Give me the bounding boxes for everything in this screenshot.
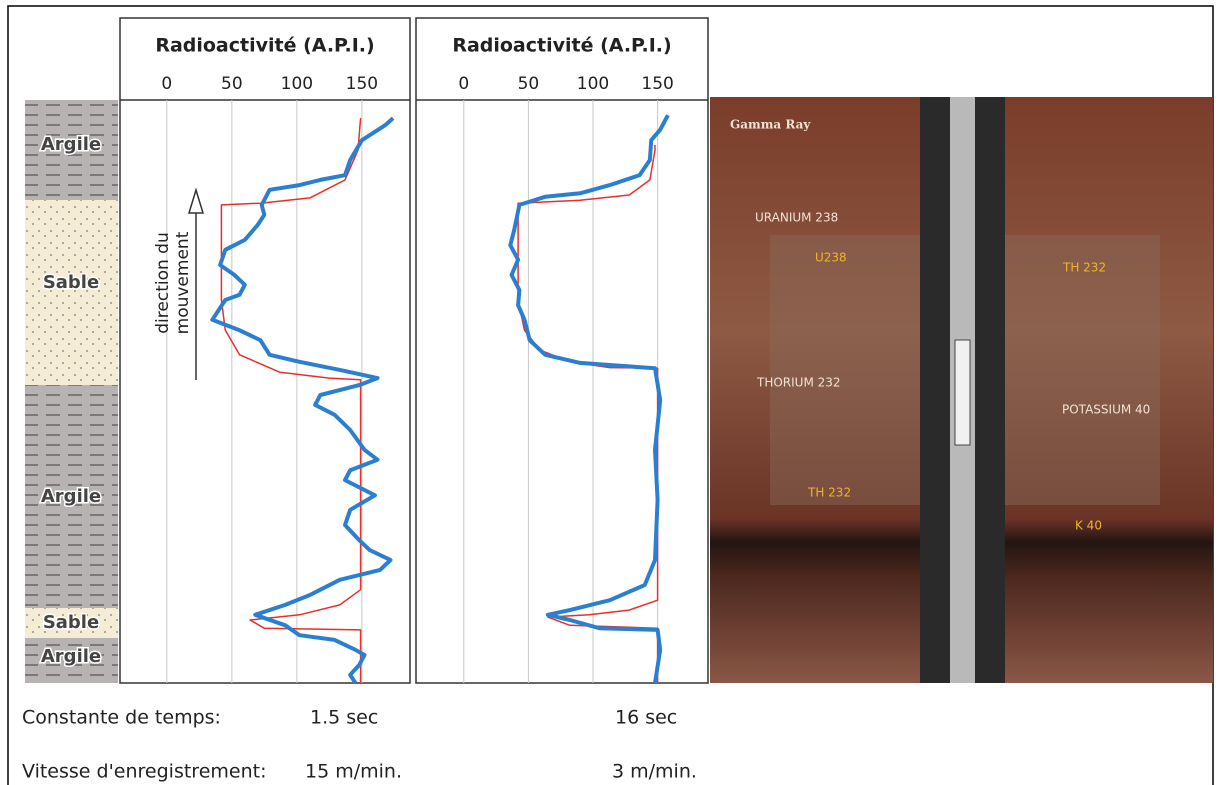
illustration-label: URANIUM 238 [755,211,838,225]
illustration-label: K 40 [1075,519,1102,533]
footer-label: Vitesse d'enregistrement: [22,761,267,783]
illustration-label: POTASSIUM 40 [1062,403,1150,417]
figure: Constante de temps: 1.5 sec 16 sec Vites… [0,0,1221,785]
illustration-label: U238 [815,251,847,265]
x-tick-label: 0 [161,74,172,94]
panel [770,235,920,505]
illustration [710,97,1213,683]
x-tick-label: 150 [346,74,378,94]
x-tick-label: 100 [281,74,313,94]
detector [955,340,970,445]
footer-value: 1.5 sec [310,707,378,729]
footer-value: 16 sec [615,707,677,729]
illustration-title: Gamma Ray [730,118,811,132]
track-frame [416,18,708,683]
annotation: direction du [153,232,173,333]
illustration-label: TH 232 [807,486,851,500]
x-tick-label: 150 [641,74,673,94]
footer-value: 3 m/min. [612,761,697,783]
lithology-label: Sable [43,612,99,633]
lithology-label: Sable [43,272,99,293]
panel [1005,235,1160,505]
annotation: mouvement [173,231,193,334]
illustration-label: TH 232 [1062,261,1106,275]
x-tick-label: 50 [518,74,540,94]
lithology-label: Argile [41,486,101,507]
track-title: Radioactivité (A.P.I.) [155,35,374,57]
x-tick-label: 50 [221,74,243,94]
footer-value: 15 m/min. [305,761,402,783]
x-tick-label: 100 [577,74,609,94]
footer-label: Constante de temps: [22,707,221,729]
illustration-label: THORIUM 232 [756,376,841,390]
lithology-label: Argile [41,646,101,667]
lithology-column [25,100,118,683]
lithology-label: Argile [41,134,101,155]
x-tick-label: 0 [458,74,469,94]
track-title: Radioactivité (A.P.I.) [452,35,671,57]
